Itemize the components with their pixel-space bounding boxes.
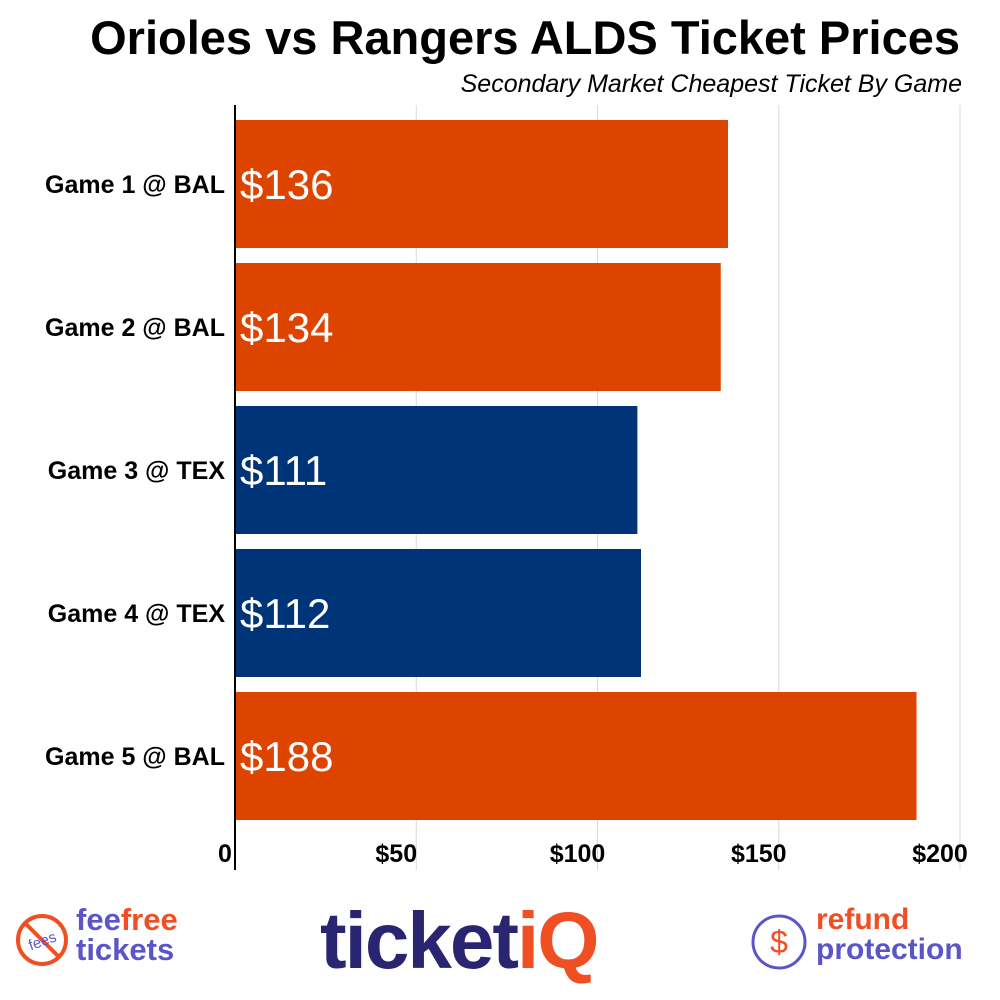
x-tick-label: $200	[912, 840, 968, 868]
chart-subtitle: Secondary Market Cheapest Ticket By Game	[460, 70, 962, 98]
ticketiq-iq: iQ	[516, 896, 599, 985]
x-tick-label: $150	[731, 840, 787, 868]
bar	[235, 692, 917, 820]
svg-text:$: $	[770, 924, 788, 960]
ticketiq-logo: ticketiQ	[320, 895, 599, 987]
x-tick-label: $100	[550, 840, 606, 868]
data-label: $188	[240, 733, 333, 780]
y-category-label: Game 3 @ TEX	[48, 457, 226, 485]
refund-text: refund	[816, 903, 910, 936]
bar-chart: 0 $50 $100 $150 $200 $136 Game 1 @ BAL $134 Game…	[45, 105, 968, 870]
data-label: $136	[240, 161, 333, 208]
y-category-label: Game 4 @ TEX	[48, 600, 226, 628]
x-tick-label: 0	[218, 840, 232, 868]
ticketiq-ticket: ticket	[320, 896, 519, 985]
data-label: $112	[240, 590, 330, 637]
bar	[235, 263, 721, 391]
y-category-label: Game 1 @ BAL	[45, 171, 225, 199]
x-tick-label: $50	[375, 840, 417, 868]
feefree-tickets: tickets	[76, 932, 175, 967]
bar	[235, 406, 638, 534]
chart-title: Orioles vs Rangers ALDS Ticket Prices	[90, 11, 960, 64]
protection-text: protection	[816, 933, 963, 966]
no-fees-icon: fees	[16, 914, 68, 966]
feefree-fee: fee	[76, 902, 121, 937]
y-category-label: Game 5 @ BAL	[45, 743, 225, 771]
data-label: $134	[240, 304, 333, 351]
data-label: $111	[240, 447, 327, 494]
feefree-free: free	[120, 902, 178, 937]
bar	[235, 120, 728, 248]
y-category-label: Game 2 @ BAL	[45, 314, 225, 342]
bar	[235, 549, 641, 677]
refund-dollar-icon: $	[751, 914, 807, 970]
